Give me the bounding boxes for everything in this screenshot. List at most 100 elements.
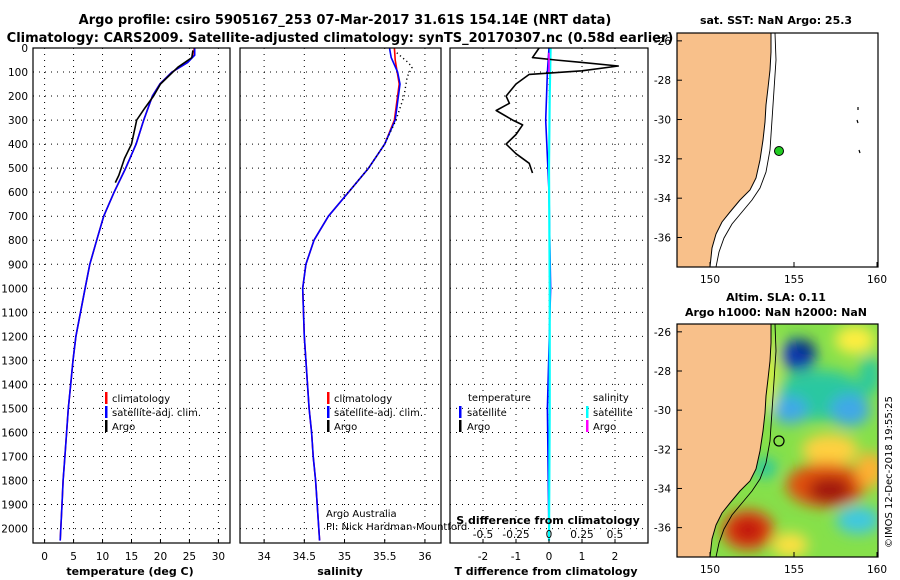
temperature-axis-label: temperature (deg C) [66,565,193,578]
legend-swatch-s-argo [586,420,589,432]
depth-tick-label: 500 [8,163,28,175]
depth-tick-label: 200 [8,91,28,103]
legend-title-salinity: salinity [593,393,629,404]
depth-tick-label: 700 [8,211,28,223]
lat-tick-label: -28 [654,75,671,87]
x-tick-label: 30 [212,551,225,563]
legend-swatch-s-satellite [586,406,589,418]
x-tick-label: 34.5 [293,551,316,563]
depth-tick-label: 800 [8,235,28,247]
series-line-s-satellite [547,47,552,541]
lat-tick-label: -26 [654,327,671,339]
x-tick-label: 36 [418,551,432,563]
series-line-satellite [59,48,196,541]
lon-tick-label: 155 [784,274,804,286]
legend-label-s-satellite: satellite [593,408,633,419]
legend-swatch-satellite [105,406,108,418]
legend-label-climatology: climatology [334,394,392,405]
depth-tick-label: 1300 [1,355,28,367]
difference-legend: temperature satellite Argo salinity sate… [459,393,633,433]
legend-swatch-t-argo [459,420,462,432]
sst-map-float-marker [774,146,784,156]
lat-tick-label: -34 [654,483,671,495]
sla-field [677,324,878,557]
lat-tick-label: -34 [654,193,671,205]
legend-swatch-t-satellite [459,406,462,418]
sst-map-title: sat. SST: NaN Argo: 25.3 [700,14,852,27]
sst-map-axes: -26 -28 -30 -32 -34 -36 150 155 160 [654,36,887,286]
legend-title-temperature: temperature [468,393,531,404]
credit-line1: Argo Australia [326,509,397,520]
x-tick-label: 0 [546,551,553,563]
figure-title-line1: Argo profile: csiro 5905167_253 07-Mar-2… [79,13,612,28]
depth-tick-label: 100 [8,67,28,79]
s-tick-label: -0.5 [473,529,494,541]
depth-tick-label: 2000 [1,524,28,536]
lon-tick-label: 150 [700,274,720,286]
s-difference-axis: -0.5 -0.25 0 0.25 0.5 [473,529,624,543]
temperature-panel: 0100200300400500600700800900100011001200… [1,43,231,578]
t-difference-label: T difference from climatology [454,565,637,578]
sla-map-frame [676,323,879,558]
lat-tick-label: -26 [654,36,671,48]
x-tick-label: 34 [257,551,271,563]
s-tick-label: -0.25 [502,529,529,541]
x-tick-label: -2 [478,551,488,563]
depth-tick-label: 1200 [1,331,28,343]
legend-label-t-argo: Argo [467,422,490,433]
salinity-axis-label: salinity [317,565,363,578]
salinity-panel: 34 34.5 35 35.5 36 salinity climatology sate… [239,47,467,578]
difference-series [495,47,620,541]
depth-tick-label: 1100 [1,307,28,319]
depth-tick-label: 1000 [1,283,28,295]
salinity-series [301,47,413,541]
series-line-satellite [301,47,401,541]
lon-tick-label: 150 [700,564,720,576]
sst-map-depth-contour [715,33,777,267]
sla-map: Altim. SLA: 0.11 Argo h1000: NaN h2000: … [654,291,887,576]
legend-label-t-satellite: satellite [467,408,507,419]
depth-tick-label: 0 [21,43,28,55]
depth-tick-label: 1400 [1,379,28,391]
copyright-stamp: ©IMOS 12-Dec-2018 19:55:25 [884,396,895,548]
sla-map-title-line1: Altim. SLA: 0.11 [726,291,826,304]
temperature-axis: 0 5 10 15 20 25 30 [41,539,225,563]
depth-tick-label: 600 [8,187,28,199]
difference-frame [449,47,649,544]
legend-label-argo: Argo [112,422,135,433]
legend-label-s-argo: Argo [593,422,616,433]
depth-tick-label: 1800 [1,476,28,488]
salinity-axis: 34 34.5 35 35.5 36 [257,539,432,563]
depth-tick-label: 1900 [1,500,28,512]
s-tick-label: 0.25 [570,529,593,541]
s-tick-label: 0.5 [607,529,624,541]
difference-panel: -2 -1 0 1 2 -0.5 -0.25 0 0.25 0.5 T difference f… [449,47,649,578]
lon-tick-label: 155 [784,564,804,576]
temperature-frame [32,47,231,544]
sst-map-land [677,33,772,267]
s-difference-label: S difference from climatology [456,514,640,527]
x-tick-label: 15 [125,551,138,563]
lat-tick-label: -30 [654,115,671,127]
legend-label-satellite: satellite-adj. clim. [112,408,201,419]
sla-map-land [677,324,772,557]
legend-label-climatology: climatology [112,394,170,405]
depth-tick-label: 900 [8,259,28,271]
lat-tick-label: -30 [654,405,671,417]
lon-tick-label: 160 [867,564,887,576]
depth-tick-label: 1500 [1,403,28,415]
x-tick-label: 2 [612,551,619,563]
series-line-t-argo [495,47,620,174]
salinity-frame [239,47,442,544]
series-line-argo [114,50,194,183]
x-tick-label: -1 [511,551,521,563]
sst-map-frame [676,32,879,268]
sst-map: sat. SST: NaN Argo: 25.3 -26 -28 -30 -32 -34… [654,14,887,286]
lat-tick-label: -32 [654,154,671,166]
legend-swatch-argo [327,420,330,432]
depth-tick-label: 300 [8,115,28,127]
temperature-gridlines [33,47,230,543]
salinity-gridlines [240,47,441,543]
series-line-argo [340,52,413,198]
